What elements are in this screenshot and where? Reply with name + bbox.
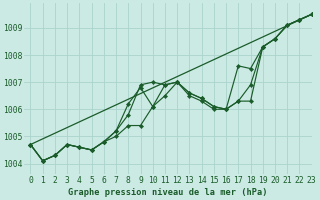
X-axis label: Graphe pression niveau de la mer (hPa): Graphe pression niveau de la mer (hPa) — [68, 188, 268, 197]
